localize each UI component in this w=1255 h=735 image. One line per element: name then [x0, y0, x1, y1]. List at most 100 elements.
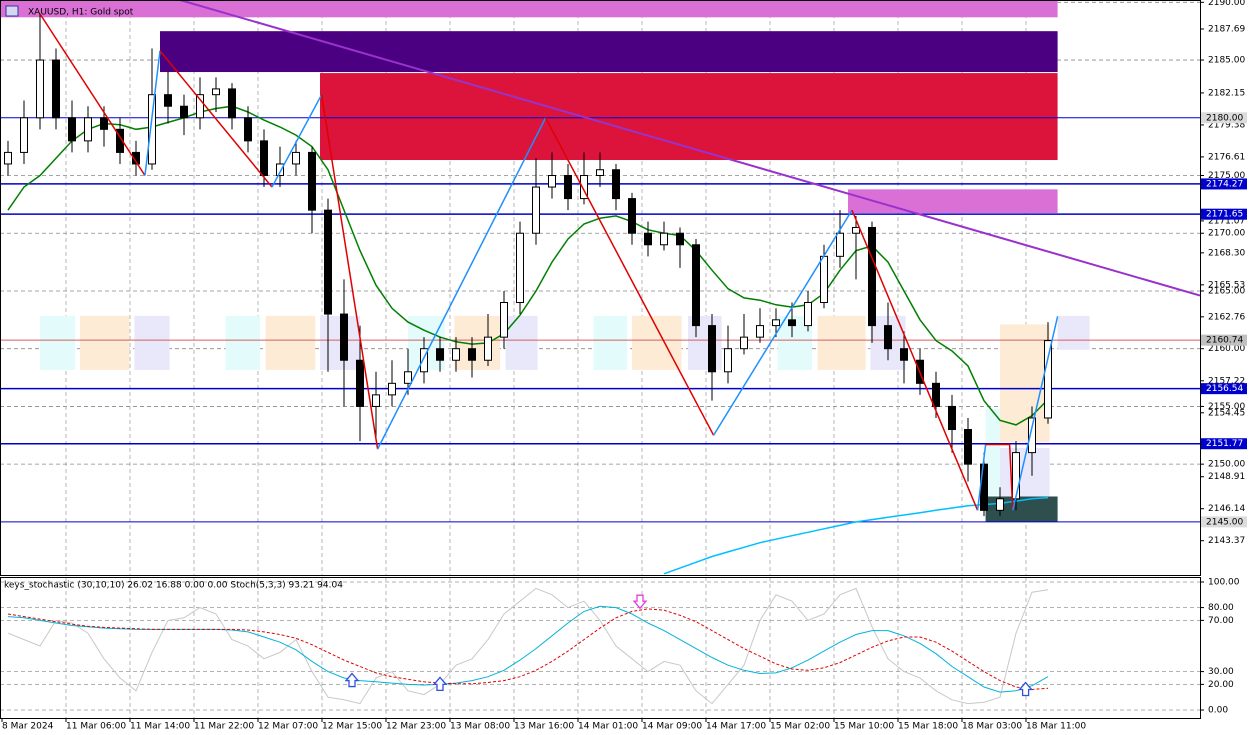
zone [505, 315, 538, 370]
zone [985, 408, 1000, 496]
candle-body [276, 163, 284, 177]
zone [160, 31, 1058, 73]
x-tick-label: 15 Mar 02:00 [770, 722, 830, 732]
signal-arrow [1018, 681, 1034, 697]
y-tick-label: 2143.37 [1208, 536, 1245, 546]
candle-body [564, 175, 572, 200]
signal-arrow [344, 672, 360, 688]
level-box [1201, 334, 1247, 346]
candle-body [676, 232, 684, 246]
main-pane [0, 0, 1200, 575]
zone [1057, 315, 1090, 350]
stochastic-line [7, 605, 1049, 693]
candle-body [660, 232, 668, 246]
candle-body [260, 140, 268, 177]
indicator-title: keys_stochastic (30,10,10) 26.02 16.88 0… [4, 581, 343, 591]
candle-body [20, 117, 28, 153]
candle-body [4, 151, 12, 165]
candle-body [484, 336, 492, 361]
level-label: 2171.65 [1206, 210, 1243, 220]
zone [134, 315, 170, 370]
level-label: 2156.54 [1206, 384, 1243, 394]
candle-body [324, 209, 332, 315]
candle-body [244, 117, 252, 142]
y-tick-label: 2182.15 [1208, 88, 1245, 98]
zigzag-segment [544, 117, 715, 436]
zone [593, 315, 628, 370]
y-tick-label: 2162.76 [1208, 312, 1245, 322]
y-tick-label: 2175.00 [1208, 171, 1245, 181]
level-label: 2145.00 [1206, 517, 1243, 527]
candle-body [548, 175, 556, 188]
candle-body [852, 226, 860, 234]
candle-body [964, 429, 972, 465]
y-tick-label: 100.00 [1208, 577, 1240, 587]
x-tick-label: 15 Mar 18:00 [898, 722, 958, 732]
zone [40, 315, 76, 370]
candle-body [580, 175, 588, 200]
level-box [1201, 178, 1247, 190]
candle-body [292, 151, 300, 165]
candle-body [772, 319, 780, 327]
y-tick-label: 2150.00 [1208, 460, 1245, 470]
x-tick-label: 14 Mar 01:00 [578, 722, 638, 732]
zone [225, 315, 260, 370]
candle-body [996, 498, 1004, 511]
sub-frame [0, 577, 1201, 719]
chart-title: XAUUSD, H1: Gold spot [28, 8, 134, 18]
y-tick-label: 20.00 [1208, 680, 1234, 690]
candle-body [884, 325, 892, 350]
candle-body [388, 382, 396, 396]
x-tick-label: 15 Mar 10:00 [834, 722, 894, 732]
candle-body [820, 255, 828, 304]
y-tick-label: 2168.30 [1208, 248, 1245, 258]
candle-body [36, 59, 44, 119]
x-tick-label: 12 Mar 07:00 [258, 722, 318, 732]
candle-body [644, 232, 652, 246]
zone [632, 315, 682, 370]
level-label: 2151.77 [1206, 439, 1243, 449]
y-tick-label: 2160.00 [1208, 344, 1245, 354]
signal-arrow [632, 594, 648, 610]
candle-body [836, 232, 844, 257]
y-tick-label: 2171.07 [1208, 216, 1245, 226]
x-tick-label: 12 Mar 15:00 [322, 722, 382, 732]
y-tick-label: 2187.69 [1208, 24, 1245, 34]
candle-body [900, 348, 908, 361]
candle-body [532, 186, 540, 234]
zone [320, 73, 1058, 161]
level-label: 2180.00 [1206, 113, 1243, 123]
candle-body [932, 382, 940, 407]
candle-body [228, 88, 236, 119]
candle-body [868, 226, 876, 327]
zigzag-segment [39, 13, 146, 176]
zigzag-segment [1008, 444, 1014, 511]
candle-body [100, 117, 108, 130]
stochastic-line [7, 608, 1049, 691]
y-tick-label: 2165.00 [1208, 286, 1245, 296]
candle-body [148, 94, 156, 165]
candle-body [372, 394, 380, 407]
candle-body [452, 348, 460, 361]
candle-body [420, 348, 428, 373]
candle-body [980, 463, 988, 511]
candle-body [516, 232, 524, 304]
x-tick-label: 13 Mar 16:00 [514, 722, 574, 732]
level-box [1201, 516, 1247, 528]
zigzag-segment [144, 50, 161, 176]
zigzag-segment [976, 444, 987, 511]
x-tick-label: 11 Mar 22:00 [194, 722, 254, 732]
candle-body [404, 371, 412, 384]
x-tick-label: 18 Mar 03:00 [962, 722, 1022, 732]
candle-body [116, 128, 124, 153]
y-tick-label: 0.00 [1208, 705, 1228, 715]
candle-body [356, 359, 364, 407]
chart-icon [5, 5, 19, 17]
main-frame [0, 0, 1201, 576]
candle-body [68, 117, 76, 142]
x-tick-label: 8 Mar 2024 [2, 722, 54, 732]
zone [265, 315, 316, 370]
x-tick-label: 14 Mar 17:00 [706, 722, 766, 732]
y-tick-label: 2170.00 [1208, 229, 1245, 239]
